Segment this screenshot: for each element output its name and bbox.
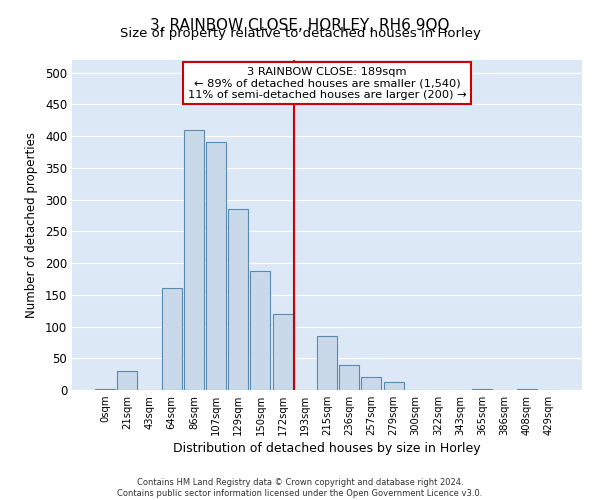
Text: 3, RAINBOW CLOSE, HORLEY, RH6 9QQ: 3, RAINBOW CLOSE, HORLEY, RH6 9QQ: [150, 18, 450, 32]
Bar: [206, 142, 226, 390]
Bar: [228, 209, 248, 390]
Text: Size of property relative to detached houses in Horley: Size of property relative to detached ho…: [119, 28, 481, 40]
Bar: [472, 388, 492, 390]
Text: 3 RAINBOW CLOSE: 189sqm
← 89% of detached houses are smaller (1,540)
11% of semi: 3 RAINBOW CLOSE: 189sqm ← 89% of detache…: [188, 66, 466, 100]
Bar: [184, 130, 204, 390]
Bar: [272, 314, 293, 390]
Bar: [95, 388, 115, 390]
Bar: [162, 288, 182, 390]
X-axis label: Distribution of detached houses by size in Horley: Distribution of detached houses by size …: [173, 442, 481, 455]
Bar: [118, 371, 137, 390]
Bar: [361, 378, 382, 390]
Bar: [250, 270, 271, 390]
Bar: [317, 336, 337, 390]
Text: Contains HM Land Registry data © Crown copyright and database right 2024.
Contai: Contains HM Land Registry data © Crown c…: [118, 478, 482, 498]
Bar: [339, 364, 359, 390]
Bar: [383, 382, 404, 390]
Bar: [517, 388, 536, 390]
Y-axis label: Number of detached properties: Number of detached properties: [25, 132, 38, 318]
